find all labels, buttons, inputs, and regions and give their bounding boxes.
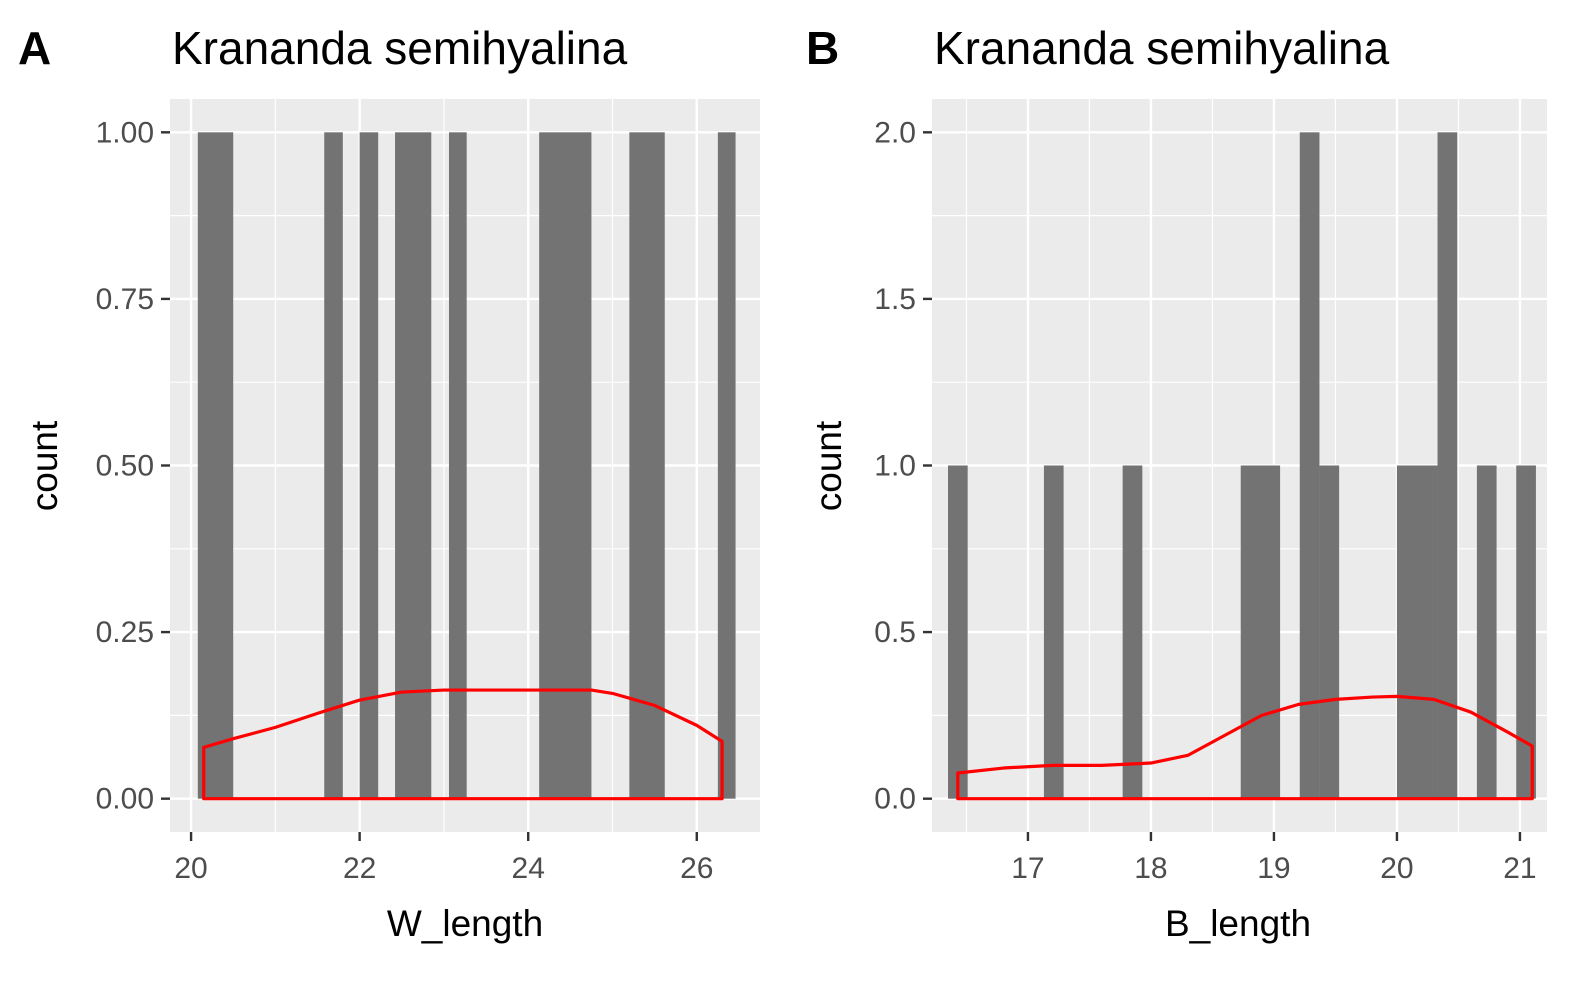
histogram-bar: [324, 132, 343, 799]
x-tick-label: 26: [680, 852, 713, 885]
histogram-bar: [717, 132, 736, 799]
panel-tag: B: [806, 22, 839, 74]
histogram-bar: [1396, 465, 1438, 799]
histogram-bar: [1299, 132, 1320, 799]
y-tick-label: 1.5: [874, 283, 916, 316]
chart-panel-a: A Krananda semihyalina W_length count 0.…: [18, 22, 760, 944]
histogram-bar: [1122, 465, 1143, 799]
x-tick-label: 18: [1134, 852, 1167, 885]
x-tick-label: 21: [1503, 852, 1536, 885]
y-tick-label: 0.00: [96, 783, 154, 816]
histogram-bar: [1437, 132, 1458, 799]
density-curve: [202, 688, 724, 801]
y-axis-title: count: [24, 420, 65, 511]
y-tick-label: 0.0: [874, 783, 916, 816]
histogram-bar: [395, 132, 432, 799]
x-tick-label: 20: [1380, 852, 1413, 885]
plot-area: [170, 99, 760, 832]
chart-panel-b: B Krananda semihyalina B_length count 0.…: [806, 22, 1547, 944]
histogram-bar: [1476, 465, 1497, 799]
histogram-bar: [629, 132, 665, 799]
y-tick-label: 1.0: [874, 450, 916, 483]
histogram-bar: [1043, 465, 1064, 799]
x-tick-label: 22: [343, 852, 376, 885]
density-curve: [956, 694, 1534, 801]
histogram-bar: [448, 132, 467, 799]
x-axis-title: W_length: [387, 903, 543, 944]
histogram-bar: [1516, 465, 1536, 799]
y-tick-label: 0.25: [96, 616, 154, 649]
chart-title: Krananda semihyalina: [172, 22, 628, 74]
x-tick-label: 20: [174, 852, 207, 885]
x-tick-label: 19: [1257, 852, 1290, 885]
plot-area: [932, 99, 1547, 832]
y-axis-title: count: [808, 420, 849, 511]
panel-tag: A: [18, 22, 51, 74]
histogram-bar: [947, 465, 968, 799]
chart-title: Krananda semihyalina: [934, 22, 1390, 74]
x-tick-label: 17: [1011, 852, 1044, 885]
y-tick-label: 0.5: [874, 616, 916, 649]
x-axis-title: B_length: [1165, 903, 1311, 944]
histogram-bar: [539, 132, 592, 799]
histogram-bar: [197, 132, 234, 799]
histogram-bar: [1240, 465, 1281, 799]
y-tick-label: 1.00: [96, 116, 154, 149]
x-tick-label: 24: [512, 852, 545, 885]
histogram-bar: [1319, 465, 1340, 799]
y-tick-label: 0.75: [96, 283, 154, 316]
histogram-bar: [359, 132, 379, 799]
y-tick-label: 0.50: [96, 450, 154, 483]
y-tick-label: 2.0: [874, 116, 916, 149]
